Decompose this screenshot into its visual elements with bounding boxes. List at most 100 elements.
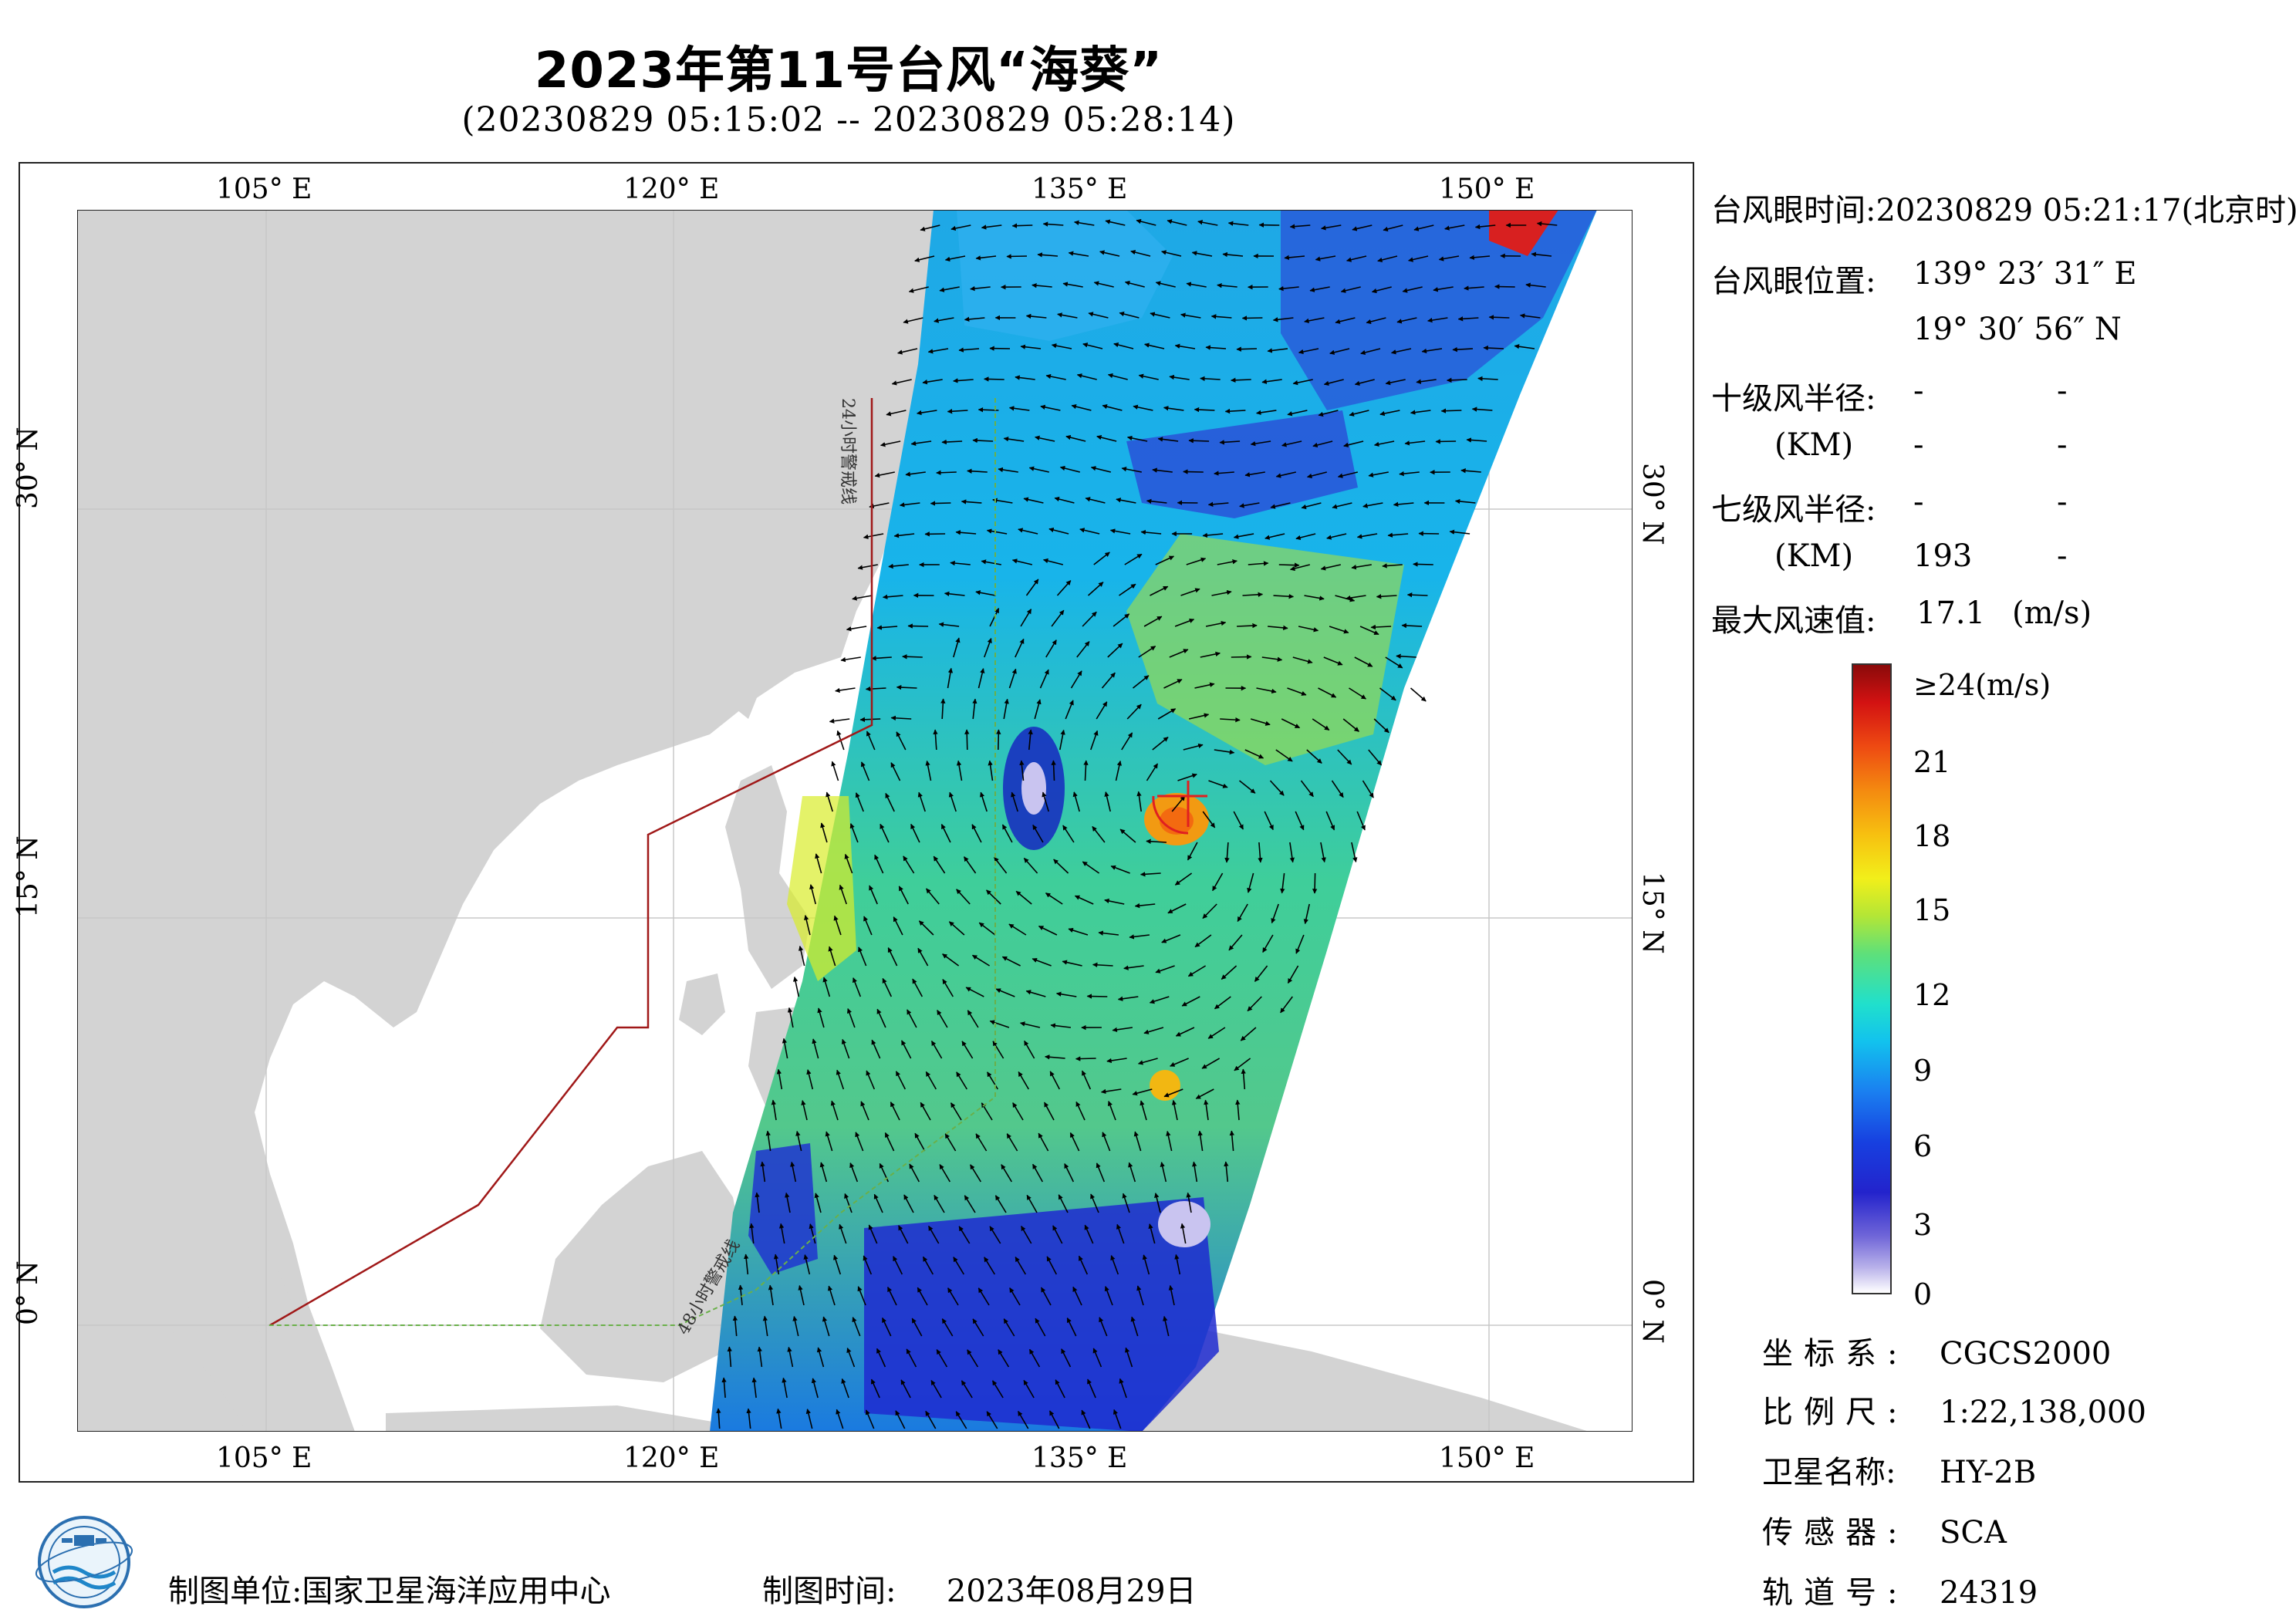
wind-vector-arrow — [1202, 903, 1217, 919]
wind-vector-arrow — [1113, 1409, 1122, 1429]
wind-vector-arrow — [925, 1071, 937, 1090]
wind-vector-arrow — [795, 1130, 802, 1152]
wind-vector-arrow — [933, 855, 946, 874]
wind-vector-arrow — [1200, 651, 1221, 658]
wind-vector-arrow — [1287, 410, 1308, 417]
wind-vector-arrow — [1477, 376, 1498, 382]
wind-vector-arrow — [908, 286, 929, 293]
wind-vector-arrow — [1298, 348, 1319, 355]
wind-vector-arrow — [1146, 838, 1167, 844]
wind-vector-arrow — [1102, 1132, 1111, 1152]
wind-vector-arrow — [1191, 251, 1213, 257]
wind-vector-arrow — [1008, 406, 1030, 411]
wind-vector-arrow — [930, 1379, 942, 1399]
wind-vector-arrow — [866, 1070, 876, 1090]
wind-vector-arrow — [1121, 466, 1142, 473]
wind-vector-arrow — [829, 718, 850, 724]
wind-vector-arrow — [947, 409, 968, 414]
wind-vector-arrow — [1015, 638, 1025, 658]
wind-vector-arrow — [1354, 656, 1373, 667]
wind-vector-arrow — [1180, 588, 1200, 596]
wind-vector-arrow — [1144, 342, 1165, 349]
wind-vector-arrow — [858, 946, 867, 967]
wind-vector-arrow — [1051, 343, 1072, 349]
wind-vector-arrow — [787, 1007, 794, 1028]
wind-vector-arrow — [1109, 528, 1131, 535]
wind-vector-arrow — [1130, 1316, 1139, 1337]
wind-vector-arrow — [1295, 811, 1305, 831]
wind-vector-arrow — [1040, 404, 1061, 411]
wind-vector-arrow — [937, 1010, 948, 1028]
wind-vector-arrow — [1362, 780, 1374, 798]
wind-vector-arrow — [897, 348, 918, 355]
wind-vector-arrow — [1087, 582, 1104, 596]
wind-vector-arrow — [922, 379, 943, 385]
wind-vector-arrow — [880, 440, 901, 447]
wind-vector-arrow — [1093, 281, 1114, 288]
wind-vector-arrow — [947, 1287, 959, 1306]
lat-label-0-right: 0° N — [1636, 1279, 1668, 1344]
wind-vector-arrow — [1020, 344, 1042, 349]
lon-label-150-top: 150° E — [1439, 174, 1535, 205]
wind-vector-arrow — [1136, 1285, 1144, 1306]
wind-vector-arrow — [1026, 1194, 1038, 1213]
wind-vector-arrow — [1104, 791, 1111, 812]
wind-vector-arrow — [1062, 825, 1075, 843]
wind-vector-arrow — [849, 1162, 859, 1183]
wind-vector-arrow — [1195, 1088, 1214, 1099]
production-time-label: 制图时间: — [762, 1574, 896, 1609]
wind-vector-arrow — [1525, 282, 1546, 288]
wind-vector-arrow — [1149, 996, 1170, 1004]
wind-vector-arrow — [857, 564, 878, 570]
wind-vector-arrow — [1058, 1194, 1069, 1213]
wind-vector-arrow — [1318, 687, 1337, 698]
wind-vector-arrow — [1300, 780, 1314, 798]
wind-vector-arrow — [898, 886, 909, 905]
wind-vector-arrow — [1096, 701, 1108, 720]
wind-vector-arrow — [940, 824, 951, 843]
wind-vector-arrow — [1211, 589, 1232, 596]
r7-value-4: - — [2057, 538, 2068, 574]
wind-vector-arrow — [1116, 498, 1136, 504]
wind-vector-arrow — [1359, 626, 1379, 636]
eye-latitude: 19° 30′ 56″ N — [1913, 312, 2122, 347]
lon-label-135-top: 135° E — [1032, 174, 1128, 205]
wind-vector-arrow — [989, 1020, 1010, 1028]
wind-vector-arrow — [874, 854, 884, 874]
wind-vector-arrow — [1180, 1223, 1187, 1244]
wind-vector-arrow — [1130, 249, 1151, 257]
wind-vector-arrow — [1174, 343, 1196, 349]
wind-field-map[interactable]: 24小时警戒线 48小时警戒线 — [77, 210, 1633, 1432]
r7-value-3: 193 — [1913, 538, 1973, 574]
wind-vector-arrow — [1076, 373, 1097, 380]
wind-vector-arrow — [1323, 379, 1344, 386]
wind-vector-arrow — [917, 1287, 928, 1306]
wind-vector-arrow — [888, 563, 909, 569]
wind-vector-arrow — [1075, 1056, 1096, 1061]
wind-vector-arrow — [1250, 718, 1271, 726]
wind-vector-arrow — [1408, 255, 1429, 262]
meta-orbit-key: 轨道号: — [1762, 1575, 1909, 1611]
wind-vector-arrow — [1096, 434, 1117, 442]
wind-vector-arrow — [1379, 687, 1396, 701]
wind-vector-arrow — [1119, 583, 1136, 596]
wind-vector-arrow — [1281, 718, 1301, 729]
wind-vector-arrow — [963, 856, 977, 874]
wind-vector-arrow — [1166, 1130, 1173, 1152]
wind-vector-arrow — [1126, 435, 1148, 442]
wind-vector-arrow — [1078, 1255, 1089, 1275]
wind-vector-arrow — [1068, 251, 1089, 257]
wind-vector-arrow — [1474, 224, 1496, 230]
meta-coordinate-system: 坐标系: CGCS2000 — [1762, 1328, 2111, 1373]
wind-vector-arrow — [1138, 373, 1159, 380]
wind-vector-arrow — [876, 625, 898, 630]
wind-vector-arrow — [1284, 255, 1305, 261]
wind-vector-arrow — [972, 698, 977, 720]
wind-vector-arrow — [1235, 1099, 1241, 1121]
wind-vector-arrow — [981, 224, 1002, 230]
wind-vector-arrow — [839, 884, 847, 905]
wind-vector-arrow — [909, 1163, 920, 1183]
wind-vector-arrow — [755, 1192, 760, 1213]
wind-vector-arrow — [992, 498, 1013, 504]
wind-vector-arrow — [863, 1255, 873, 1275]
